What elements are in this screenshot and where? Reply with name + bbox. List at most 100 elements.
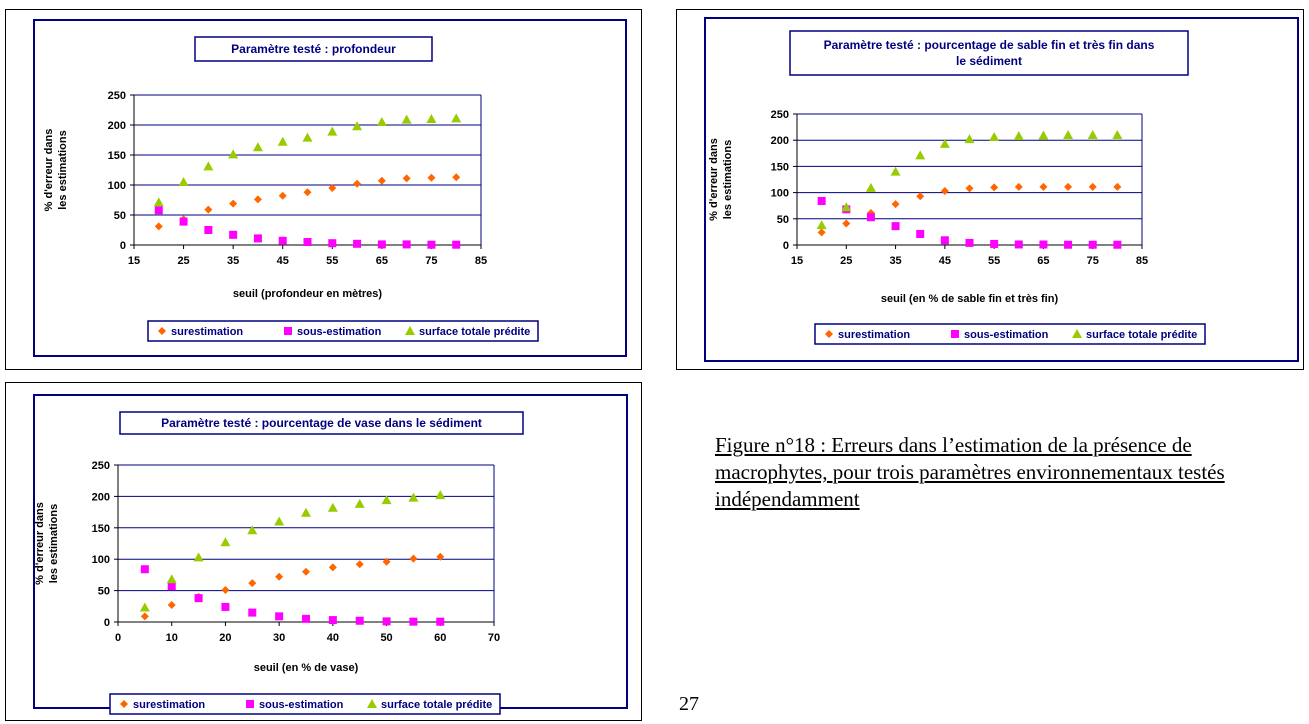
data-point-triangle bbox=[1063, 129, 1074, 139]
data-point-square bbox=[248, 608, 257, 617]
y-tick-label: 200 bbox=[771, 135, 789, 147]
legend-marker-diamond bbox=[158, 327, 166, 335]
legend-marker-square bbox=[284, 327, 292, 335]
data-point-triangle bbox=[178, 177, 189, 186]
data-point-square bbox=[179, 217, 188, 226]
y-tick-label: 250 bbox=[771, 109, 789, 121]
legend-box bbox=[109, 693, 501, 715]
chart-svg: Paramètre testé : pourcentage de vase da… bbox=[33, 394, 628, 715]
x-axis-label: seuil (en % de sable fin et très fin) bbox=[881, 293, 1059, 305]
x-tick-label: 50 bbox=[380, 632, 392, 644]
chart-frame bbox=[33, 394, 628, 709]
x-tick-label: 85 bbox=[1136, 255, 1148, 267]
data-point-square bbox=[303, 238, 312, 246]
data-point-triangle bbox=[220, 537, 231, 547]
data-point-square bbox=[353, 239, 362, 248]
data-point-triangle bbox=[989, 132, 1000, 142]
y-tick-label: 50 bbox=[114, 210, 126, 222]
y-tick-label: 100 bbox=[108, 180, 126, 192]
legend-marker-diamond bbox=[120, 700, 128, 708]
data-point-triangle bbox=[841, 202, 852, 212]
y-tick-label: 0 bbox=[783, 240, 789, 252]
data-point-triangle bbox=[252, 142, 263, 152]
x-tick-label: 35 bbox=[889, 255, 901, 267]
x-tick-label: 65 bbox=[1037, 255, 1049, 267]
data-point-diamond bbox=[253, 195, 262, 204]
x-axis-label: seuil (profondeur en mètres) bbox=[233, 288, 382, 300]
data-point-diamond bbox=[204, 205, 213, 214]
data-point-diamond bbox=[1064, 182, 1073, 191]
data-point-square bbox=[1088, 240, 1097, 249]
data-point-diamond bbox=[303, 188, 312, 197]
y-tick-label: 100 bbox=[92, 554, 110, 566]
data-point-triangle bbox=[381, 495, 392, 505]
data-point-triangle bbox=[352, 121, 363, 131]
data-point-square bbox=[140, 565, 149, 574]
data-point-triangle bbox=[277, 136, 288, 146]
y-axis-label: les estimations bbox=[722, 140, 734, 219]
y-tick-label: 50 bbox=[98, 586, 110, 598]
figure-caption: Figure n°18 : Erreurs dans l’estimation … bbox=[715, 433, 1225, 511]
data-point-square bbox=[302, 614, 310, 623]
y-axis-label: % d'erreur dans bbox=[34, 502, 46, 585]
chart-title: Paramètre testé : pourcentage de vase da… bbox=[161, 416, 482, 430]
data-point-square bbox=[436, 617, 445, 626]
data-point-triangle bbox=[354, 498, 365, 508]
data-point-square bbox=[427, 240, 436, 249]
data-point-diamond bbox=[1113, 182, 1122, 191]
data-point-square bbox=[154, 206, 163, 215]
data-point-triangle bbox=[435, 490, 446, 500]
data-point-triangle bbox=[228, 149, 239, 159]
legend-marker-triangle bbox=[1072, 329, 1082, 338]
data-point-triangle bbox=[865, 182, 876, 192]
data-point-diamond bbox=[965, 184, 974, 193]
data-point-triangle bbox=[274, 516, 285, 526]
data-point-square bbox=[382, 617, 391, 626]
data-point-triangle bbox=[193, 552, 204, 562]
data-point-triangle bbox=[166, 574, 177, 584]
x-tick-label: 60 bbox=[434, 632, 446, 644]
data-point-square bbox=[891, 222, 900, 231]
y-tick-label: 200 bbox=[92, 491, 110, 503]
x-tick-label: 55 bbox=[326, 255, 338, 267]
data-point-square bbox=[221, 602, 230, 611]
legend-marker-square bbox=[246, 700, 254, 708]
data-point-square bbox=[328, 616, 337, 625]
x-axis-label: seuil (en % de vase) bbox=[254, 662, 359, 674]
x-tick-label: 15 bbox=[128, 255, 140, 267]
data-point-triangle bbox=[153, 197, 164, 207]
data-point-diamond bbox=[167, 601, 176, 610]
x-tick-label: 35 bbox=[227, 255, 239, 267]
x-tick-label: 40 bbox=[327, 632, 339, 644]
y-tick-label: 100 bbox=[771, 188, 789, 200]
legend-entry: surestimation bbox=[171, 326, 243, 338]
x-tick-label: 45 bbox=[277, 255, 289, 267]
y-tick-label: 150 bbox=[771, 161, 789, 173]
data-point-square bbox=[1113, 240, 1122, 249]
chart-panel-profondeur: Paramètre testé : profondeur 0 50 100 150 200… bbox=[5, 9, 642, 370]
data-point-square bbox=[866, 213, 875, 222]
data-point-diamond bbox=[842, 219, 851, 228]
chart-title-box bbox=[194, 36, 433, 62]
data-point-square bbox=[409, 617, 418, 626]
chart-title: Paramètre testé : pourcentage de sable f… bbox=[824, 38, 1155, 52]
data-point-diamond bbox=[1014, 182, 1023, 191]
data-point-diamond bbox=[817, 228, 826, 237]
data-point-triangle bbox=[1112, 129, 1123, 139]
data-point-triangle bbox=[1087, 129, 1098, 139]
data-point-square bbox=[355, 616, 364, 625]
data-point-square bbox=[204, 226, 213, 234]
data-point-triangle bbox=[890, 166, 901, 176]
data-point-square bbox=[1039, 240, 1048, 249]
data-point-triangle bbox=[915, 150, 926, 160]
legend-entry: surestimation bbox=[133, 699, 205, 711]
data-point-diamond bbox=[409, 554, 418, 563]
data-point-square bbox=[965, 238, 974, 247]
data-point-diamond bbox=[1088, 182, 1097, 191]
legend-entry: surestimation bbox=[838, 329, 910, 341]
data-point-square bbox=[377, 240, 386, 249]
data-point-square bbox=[402, 240, 411, 249]
x-tick-label: 85 bbox=[475, 255, 487, 267]
data-point-triangle bbox=[1038, 130, 1049, 140]
data-point-square bbox=[1064, 240, 1073, 249]
